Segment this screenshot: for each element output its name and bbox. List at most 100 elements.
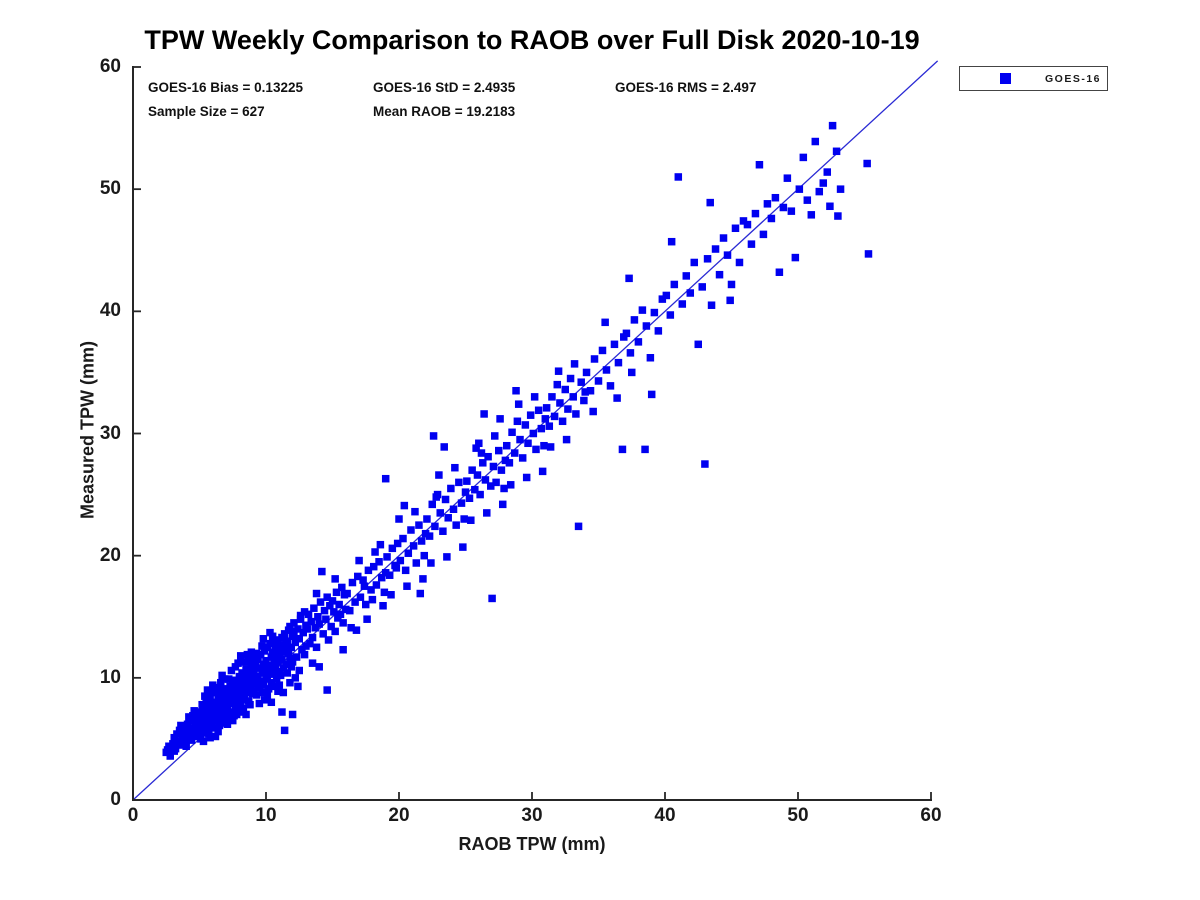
data-point	[502, 441, 511, 450]
data-point	[512, 386, 520, 395]
data-point	[439, 527, 447, 535]
data-point	[177, 721, 185, 730]
data-point	[755, 160, 764, 169]
data-point	[332, 588, 341, 597]
data-point	[246, 700, 254, 709]
data-point	[280, 644, 289, 653]
data-point	[256, 650, 265, 659]
data-point	[670, 280, 679, 289]
data-point	[331, 575, 339, 583]
data-point	[280, 630, 289, 638]
data-point	[328, 597, 337, 605]
data-point	[214, 727, 222, 736]
data-point	[606, 382, 615, 390]
data-point	[203, 707, 212, 715]
data-point	[339, 645, 347, 654]
data-point	[347, 623, 355, 632]
data-point	[537, 424, 546, 433]
data-point	[834, 212, 842, 220]
data-point	[706, 198, 714, 207]
data-point	[407, 526, 415, 534]
data-point	[380, 588, 389, 597]
data-point	[542, 404, 551, 412]
data-point	[590, 355, 599, 363]
data-point	[300, 650, 309, 659]
data-point	[275, 650, 284, 659]
data-point	[480, 410, 488, 418]
data-point	[235, 680, 244, 688]
data-point	[266, 628, 274, 637]
data-point	[252, 649, 261, 658]
data-point	[570, 360, 579, 368]
data-point	[610, 340, 619, 349]
data-point	[508, 428, 516, 437]
data-point	[399, 534, 407, 543]
data-point	[703, 255, 712, 263]
data-point	[295, 666, 303, 675]
data-point	[618, 445, 627, 454]
data-point	[211, 732, 220, 741]
data-point	[388, 544, 397, 553]
data-point	[348, 578, 357, 587]
data-point	[267, 653, 276, 661]
data-point	[303, 625, 311, 633]
data-point	[342, 605, 350, 614]
data-point	[251, 663, 260, 671]
data-point	[475, 439, 483, 448]
y-tick-label: 50	[99, 178, 121, 200]
data-point	[625, 274, 633, 283]
data-point	[290, 619, 298, 627]
data-point	[288, 658, 297, 666]
data-point	[819, 179, 828, 187]
data-point	[381, 569, 390, 577]
data-point	[217, 678, 225, 687]
data-point	[787, 207, 796, 215]
data-point	[213, 716, 221, 725]
data-point	[255, 664, 264, 672]
data-point	[379, 602, 387, 610]
data-point	[274, 687, 282, 696]
data-point	[189, 731, 197, 740]
data-point	[175, 726, 184, 735]
data-point	[215, 721, 224, 730]
data-point	[561, 385, 569, 394]
data-point	[698, 283, 706, 291]
data-point	[646, 354, 655, 362]
data-point	[545, 422, 554, 430]
data-point	[267, 698, 276, 707]
data-point	[500, 484, 508, 493]
data-point	[836, 185, 845, 193]
data-point	[288, 710, 297, 719]
data-point	[182, 729, 190, 737]
data-point	[513, 417, 522, 426]
data-point	[488, 594, 496, 603]
stat-mean-raob: Mean RAOB = 19.2183	[373, 104, 516, 119]
data-point	[460, 515, 468, 523]
data-point	[411, 507, 419, 516]
data-point	[666, 311, 675, 319]
data-point	[428, 500, 436, 509]
data-point	[275, 681, 284, 689]
data-point	[471, 485, 479, 494]
data-point	[239, 704, 248, 713]
data-point	[243, 676, 252, 685]
data-point	[298, 645, 306, 654]
data-point	[260, 696, 269, 704]
data-point	[266, 639, 274, 648]
data-point	[376, 540, 385, 549]
data-point	[497, 466, 506, 474]
data-point	[421, 529, 430, 538]
data-point	[481, 476, 490, 484]
data-point	[268, 670, 277, 678]
data-point	[419, 575, 427, 583]
data-point	[190, 707, 198, 715]
data-point	[229, 716, 237, 725]
y-tick-label: 10	[99, 666, 121, 688]
data-point	[258, 642, 266, 650]
data-point	[296, 611, 305, 620]
y-tick-label: 40	[99, 300, 121, 322]
data-point	[654, 327, 663, 335]
stat-sample-size: Sample Size = 627	[148, 104, 265, 119]
data-point	[634, 338, 643, 346]
data-point	[553, 380, 562, 389]
